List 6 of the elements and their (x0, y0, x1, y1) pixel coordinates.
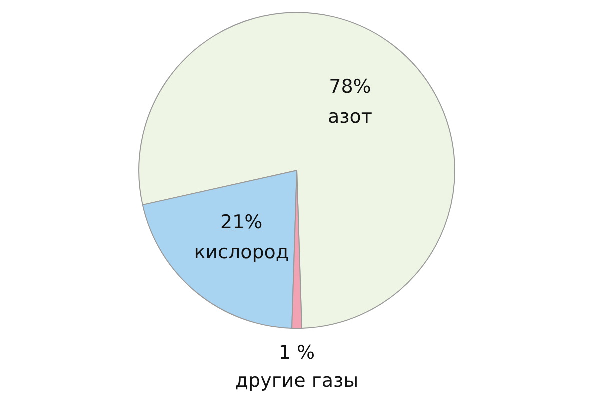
data-label: 1 % (278, 342, 316, 364)
data-label: 21% (220, 211, 263, 234)
slice-label: другие газы (235, 370, 359, 392)
data-label: 78% (329, 76, 372, 98)
slice-label: кислород (194, 242, 290, 264)
slice-label: азот (328, 106, 372, 128)
